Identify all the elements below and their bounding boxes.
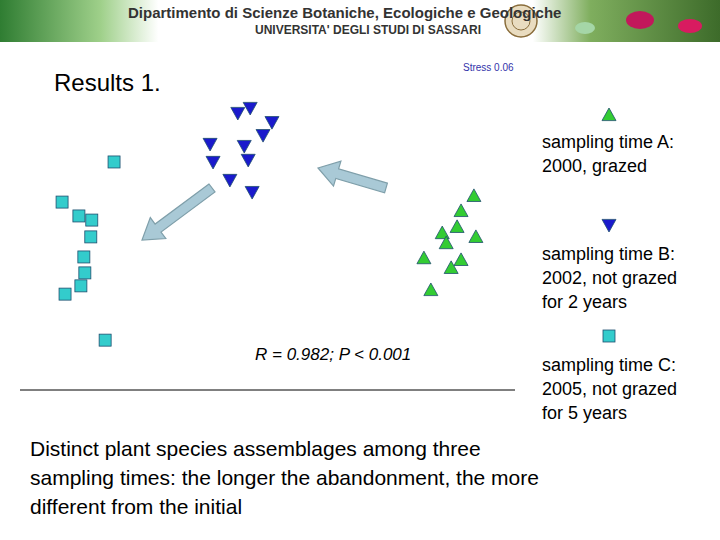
stress-label: Stress 0.06 [463,62,514,73]
point [469,230,483,243]
leaf [575,22,595,34]
caption: Distinct plant species assemblages among… [30,434,565,521]
point [108,156,120,168]
point [237,140,251,153]
point [223,174,237,187]
header-banner [0,0,720,42]
point [417,251,431,264]
point [75,280,87,292]
point [265,117,279,130]
point [79,267,91,279]
point [56,196,68,208]
points [56,102,483,346]
point [467,189,481,202]
point [86,214,98,226]
arrow [318,161,387,193]
anosim-label: R = 0.982; P < 0.001 [255,345,411,365]
flower [678,19,702,33]
point [203,138,217,151]
point [454,204,468,217]
legend-label: sampling time C: 2005, not grazed for 5 … [542,353,702,425]
legend-marker [602,219,616,232]
point [245,186,259,199]
slide: Dipartimento di Scienze Botaniche, Ecolo… [0,0,720,540]
point [231,107,245,120]
point [454,253,468,266]
point [424,283,438,296]
legend-marker [603,330,615,342]
point [99,334,111,346]
point [59,288,71,300]
point [78,251,90,263]
point [450,220,464,233]
point [85,231,97,243]
flower [626,11,654,29]
point [206,156,220,169]
point [241,154,255,167]
point [435,226,449,239]
legend-marker [602,108,616,121]
point [73,210,85,222]
point [256,130,270,143]
point [444,261,458,274]
point [439,236,453,249]
legend-label: sampling time A: 2000, grazed [542,130,702,178]
header-university: UNIVERSITA' DEGLI STUDI DI SASSARI [255,23,481,37]
legend-label: sampling time B: 2002, not grazed for 2 … [542,242,702,314]
header-department: Dipartimento di Scienze Botaniche, Ecolo… [128,4,561,21]
point [243,102,257,115]
title: Results 1. [54,69,161,97]
x-axis [20,390,515,391]
arrow [142,184,215,240]
